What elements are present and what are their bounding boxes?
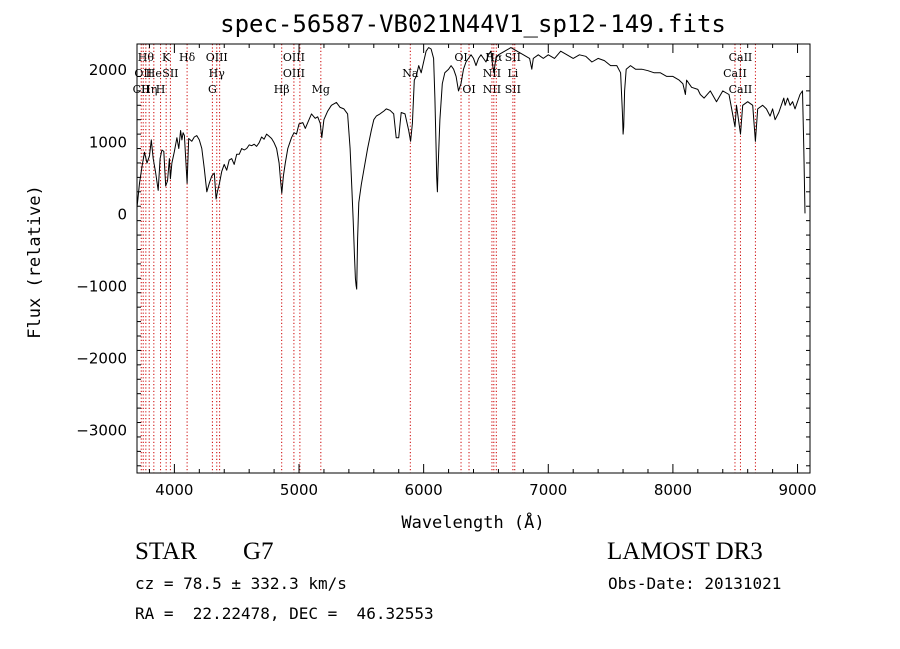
plot-frame [136,43,811,474]
y-tick-label: 0 [117,205,127,223]
spectral-line-label: H [156,83,166,96]
spectral-line-label: Hδ [179,51,196,64]
spectral-line-label: OIII [283,51,305,64]
spectral-line-label: Li [507,67,518,80]
spectral-line-label: SII [505,51,521,64]
y-tick-label: −1000 [76,278,127,296]
spectral-line-label: Mg [312,83,330,96]
y-tick-label: −3000 [76,422,127,440]
object-subclass: G7 [243,538,274,565]
x-tick-label: 5000 [280,481,318,499]
y-axis-label: Flux (relative) [25,185,45,339]
spectral-line-label: Hη [141,83,157,96]
chart-title: spec-56587-VB021N44V1_sp12-149.fits [220,10,726,38]
plot-area: CIIOIIHθHηHeHKSIIHδGOIIIHγHβOIIIOIIIMgNa… [76,43,817,499]
x-tick-label: 4000 [155,481,193,499]
spectral-line-label: OI [462,83,475,96]
redshift-text: cz = 78.5 ± 332.3 km/s [135,574,347,593]
spectral-line-label: Hγ [209,67,226,80]
y-tick-label: 1000 [89,133,127,151]
spectral-line-label: G [208,83,217,96]
coordinates-text: RA = 22.22478, DEC = 46.32553 [135,604,434,623]
spectral-line-label: SII [162,67,178,80]
spectral-line-label: OIII [206,51,228,64]
spectral-line-label: SII [505,83,521,96]
spectral-line-label: CaII [729,51,753,64]
survey-name: LAMOST DR3 [607,538,763,565]
spectral-line-label: OI [454,51,467,64]
spectral-line-label: He [146,67,162,80]
x-tick-label: 6000 [405,481,443,499]
obs-date: Obs-Date: 20131021 [608,574,782,593]
x-tick-label: 8000 [654,481,692,499]
spectral-line-label: CaII [729,83,753,96]
spectrum-line [137,47,806,290]
spectral-line-label: OIII [283,67,305,80]
x-tick-label: 7000 [529,481,567,499]
x-axis-label: Wavelength (Å) [401,511,544,533]
spectral-line-label: NII [483,83,501,96]
x-tick-label: 9000 [778,481,816,499]
spectral-line-label: Hθ [138,51,155,64]
spectral-line-label: CaII [723,67,747,80]
spectral-line-label: Na [402,67,419,80]
spectral-line-label: Hβ [274,83,290,96]
y-tick-label: −2000 [76,350,127,368]
object-class: STAR [135,538,197,565]
y-tick-label: 2000 [89,61,127,79]
spectral-line-label: NII [483,67,501,80]
spectral-line-label: K [162,51,171,64]
